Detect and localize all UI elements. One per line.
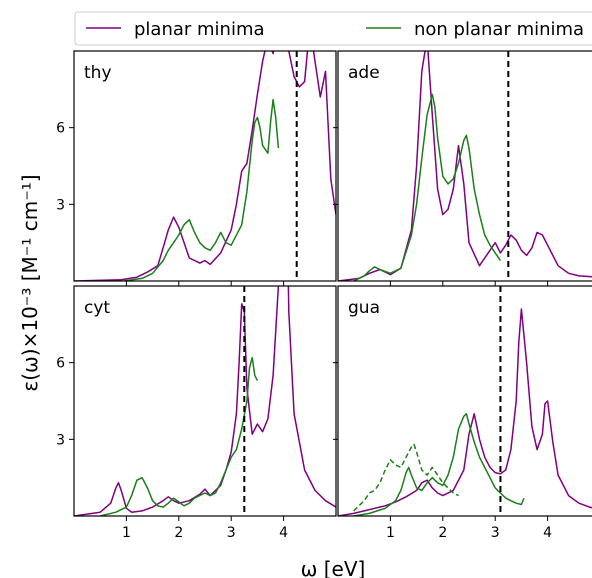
y-tick-label: 6 [56, 121, 65, 137]
legend-label-planar: planar minima [134, 19, 265, 40]
panel-frame [73, 285, 337, 517]
x-tick-label: 3 [491, 525, 500, 541]
panel-background [338, 51, 592, 281]
panel-ade: ade [333, 50, 592, 286]
y-tick-label: 6 [56, 356, 65, 372]
panel-background [74, 286, 336, 516]
panel-frame [73, 50, 337, 282]
legend-label-nonplanar: non planar minima [414, 19, 584, 40]
panel-title: ade [348, 63, 380, 83]
y-axis-label: ε(ω)×10⁻³ [M⁻¹ cm⁻¹] [18, 174, 42, 391]
legend-frame [74, 11, 592, 46]
series-line-nonplanar [353, 93, 502, 281]
series-line-planar [338, 308, 592, 516]
panel-gua: gua 1 2 3 4 [333, 285, 592, 541]
x-tick-label: 4 [543, 525, 552, 541]
series-line-nonplanar [123, 98, 280, 281]
y-tick-label: 3 [56, 432, 65, 448]
x-axis-label: ω [eV] [301, 557, 366, 578]
legend: planar minima non planar minima [74, 11, 592, 46]
x-tick-label: 1 [386, 525, 395, 541]
series-line-nonplanar-dashed [353, 443, 459, 512]
series-group [74, 51, 336, 281]
panel-title: cyt [84, 298, 110, 318]
series-line-planar [74, 286, 336, 516]
series-group [338, 51, 592, 281]
series-line-planar [338, 51, 592, 281]
x-tick-label: 4 [279, 525, 288, 541]
x-tick-label: 2 [438, 525, 447, 541]
series-line-planar [74, 51, 336, 281]
panel-frame [337, 285, 592, 517]
x-tick-label: 3 [227, 525, 236, 541]
series-group [338, 308, 592, 516]
plot-panels: thy 3 6 ade cyt 1 2 3 4 3 6 gua 1 2 3 4 [56, 50, 592, 541]
panel-title: thy [84, 63, 112, 83]
x-tick-label: 1 [122, 525, 131, 541]
panel-frame [337, 50, 592, 282]
panel-thy: thy 3 6 [56, 50, 337, 286]
panel-background [338, 286, 592, 516]
panel-background [74, 51, 336, 281]
series-line-nonplanar [353, 413, 525, 516]
panel-cyt: cyt 1 2 3 4 3 6 [56, 285, 337, 541]
panel-title: gua [348, 298, 380, 318]
y-tick-label: 3 [56, 197, 65, 213]
x-tick-label: 2 [174, 525, 183, 541]
